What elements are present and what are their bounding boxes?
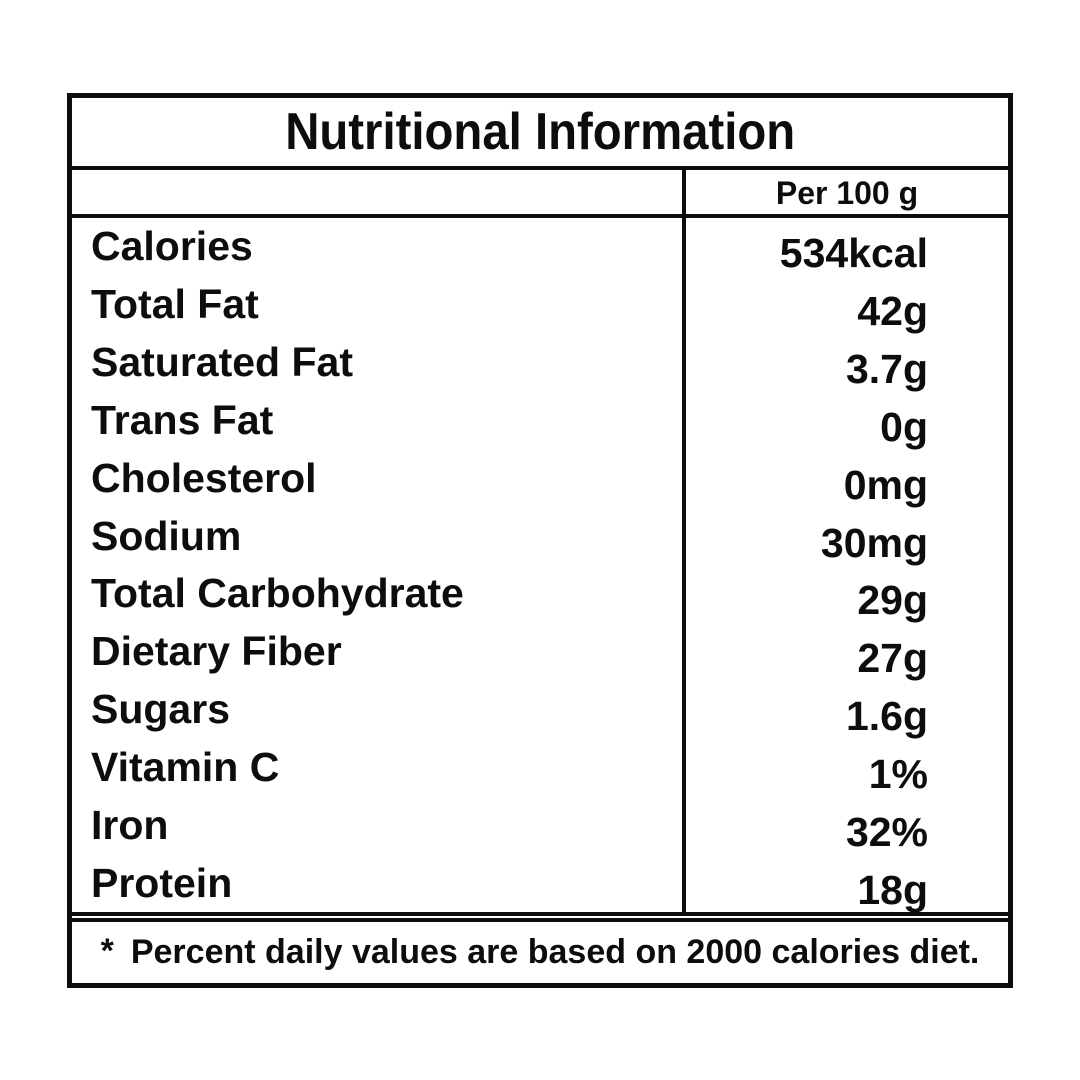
nutrient-label: Total Carbohydrate — [91, 570, 464, 617]
nutrient-label: Saturated Fat — [91, 339, 353, 386]
nutrient-value-cell: 1.6g — [682, 680, 1008, 740]
nutrient-label: Iron — [91, 801, 169, 848]
nutrient-row-sodium: Sodium 30mg — [72, 507, 1008, 566]
nutrient-label-cell: Saturated Fat — [72, 334, 682, 392]
footnote-asterisk: * — [100, 932, 114, 970]
nutrient-row-calories: Calories 534kcal — [72, 218, 1008, 276]
nutrient-row-sugars: Sugars 1.6g — [72, 680, 1008, 740]
nutrient-row-iron: Iron 32% — [72, 796, 1008, 855]
nutrient-label: Sodium — [91, 512, 242, 559]
nutrient-label-cell: Dietary Fiber — [72, 623, 682, 681]
footnote: * Percent daily values are based on 2000… — [100, 932, 980, 972]
nutrient-label: Protein — [91, 859, 233, 906]
nutrient-value-cell: 27g — [682, 622, 1008, 682]
nutrient-value: 1% — [868, 750, 928, 797]
nutrient-value: 534kcal — [779, 230, 928, 277]
nutrient-label: Dietary Fiber — [91, 628, 342, 675]
column-header-nutrient — [72, 170, 682, 214]
nutrient-row-total-fat: Total Fat 42g — [72, 275, 1008, 335]
nutrient-value-cell: 32% — [682, 796, 1008, 855]
nutrient-value: 29g — [857, 577, 928, 624]
nutrient-row-protein: Protein 18g — [72, 854, 1008, 913]
column-header-row: Per 100 g — [72, 170, 1008, 218]
nutrient-value-cell: 1% — [682, 738, 1008, 797]
nutrient-label-cell: Total Carbohydrate — [72, 565, 682, 623]
nutrient-value: 1.6g — [845, 693, 928, 740]
footnote-row: * Percent daily values are based on 2000… — [72, 918, 1008, 983]
nutrient-label: Calories — [91, 223, 253, 270]
nutrient-value: 18g — [857, 866, 928, 913]
nutrient-value: 42g — [857, 288, 928, 335]
nutrient-label: Sugars — [91, 686, 230, 733]
nutrition-facts-table: Nutritional Information Per 100 g Calori… — [67, 93, 1013, 988]
nutrient-rows: Calories 534kcal Total Fat 42g Saturated… — [72, 218, 1008, 916]
column-header-per-100g: Per 100 g — [682, 170, 1008, 214]
nutrient-row-saturated-fat: Saturated Fat 3.7g — [72, 333, 1008, 393]
nutrient-label-cell: Trans Fat — [72, 391, 682, 449]
nutrient-value-cell: 534kcal — [682, 218, 1008, 276]
page-title: Nutritional Information — [285, 103, 795, 161]
nutrient-value-cell: 42g — [682, 275, 1008, 335]
nutrient-label-cell: Calories — [72, 218, 682, 276]
nutrient-value: 32% — [845, 808, 928, 855]
nutrient-row-dietary-fiber: Dietary Fiber 27g — [72, 622, 1008, 682]
nutrient-label-cell: Sugars — [72, 681, 682, 739]
nutrient-label-cell: Cholesterol — [72, 449, 682, 507]
nutrient-row-total-carbohydrate: Total Carbohydrate 29g — [72, 564, 1008, 624]
nutrient-row-trans-fat: Trans Fat 0g — [72, 391, 1008, 450]
nutrient-value-cell: 18g — [682, 854, 1008, 913]
nutrient-value: 0g — [880, 403, 928, 450]
nutrient-label-cell: Vitamin C — [72, 738, 682, 796]
column-header-per-100g-label: Per 100 g — [775, 174, 919, 211]
nutrient-value: 27g — [857, 635, 928, 682]
nutrient-label-cell: Sodium — [72, 507, 682, 565]
nutrient-label-cell: Total Fat — [72, 276, 682, 334]
nutrient-label: Cholesterol — [91, 454, 317, 501]
nutrient-row-vitamin-c: Vitamin C 1% — [72, 738, 1008, 797]
nutrient-value: 30mg — [820, 519, 928, 566]
footnote-text: Percent daily values are based on 2000 c… — [130, 933, 980, 971]
nutrient-label-cell: Iron — [72, 796, 682, 854]
nutrient-label-cell: Protein — [72, 854, 682, 912]
nutrient-value-cell: 30mg — [682, 507, 1008, 566]
nutrient-value-cell: 0mg — [682, 449, 1008, 508]
table-title-row: Nutritional Information — [72, 98, 1008, 170]
footer-separator-gap — [72, 916, 1008, 918]
nutrient-value-cell: 29g — [682, 564, 1008, 624]
nutrient-value-cell: 0g — [682, 391, 1008, 450]
nutrient-label: Trans Fat — [91, 396, 274, 443]
nutrient-label: Vitamin C — [91, 743, 280, 790]
nutrient-row-cholesterol: Cholesterol 0mg — [72, 449, 1008, 508]
nutrient-label: Total Fat — [91, 281, 259, 328]
nutrient-value: 3.7g — [845, 346, 928, 393]
nutrient-value-cell: 3.7g — [682, 333, 1008, 393]
nutrient-value: 0mg — [843, 461, 928, 508]
